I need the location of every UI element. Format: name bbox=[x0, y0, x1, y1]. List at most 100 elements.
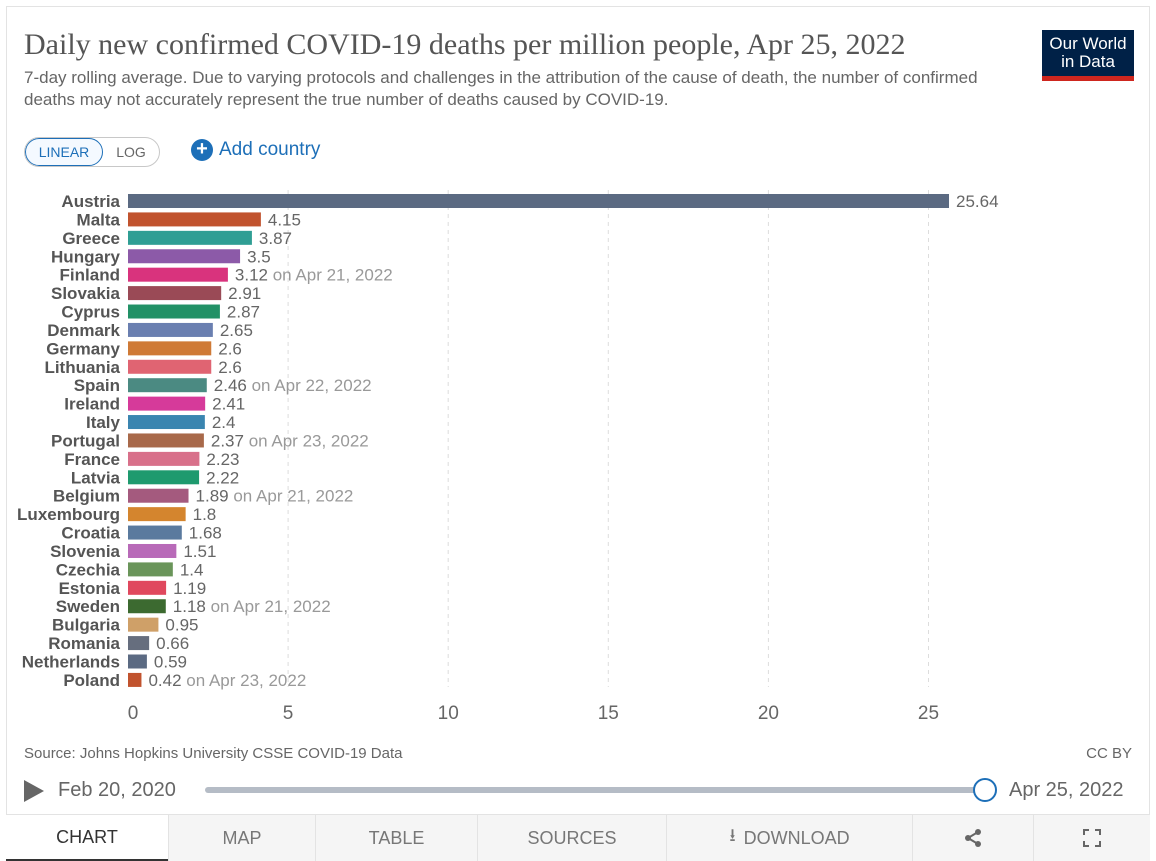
bar-row: Estonia 1.19 bbox=[59, 579, 207, 598]
value-label: 2.37 on Apr 23, 2022 bbox=[211, 431, 369, 450]
bar-row: Luxembourg 1.8 bbox=[17, 505, 216, 524]
bar bbox=[128, 378, 207, 393]
bar-row: Finland 3.12 on Apr 21, 2022 bbox=[60, 266, 393, 285]
x-tick-label: 15 bbox=[598, 703, 619, 724]
category-label: Netherlands bbox=[22, 653, 120, 672]
owid-logo[interactable]: Our World in Data bbox=[1042, 30, 1134, 81]
bar-row: Spain 2.46 on Apr 22, 2022 bbox=[74, 376, 372, 395]
tab-table[interactable]: TABLE bbox=[315, 815, 477, 861]
x-axis: 0 5 10 15 20 25 bbox=[128, 703, 939, 724]
bar bbox=[128, 415, 205, 430]
category-label: Denmark bbox=[47, 321, 120, 340]
value-label: 0.66 bbox=[156, 634, 189, 653]
value-label: 1.19 bbox=[173, 579, 206, 598]
bar-row: France 2.23 bbox=[64, 450, 239, 469]
category-label: Poland bbox=[63, 671, 120, 690]
date-note: on Apr 21, 2022 bbox=[206, 597, 331, 616]
bar-row: Italy 2.4 bbox=[86, 413, 236, 432]
download-icon: ⭳ bbox=[729, 825, 736, 845]
bar bbox=[128, 543, 177, 558]
bar bbox=[128, 636, 150, 651]
bar-row: Denmark 2.65 bbox=[47, 321, 253, 340]
timeline-end-label: Apr 25, 2022 bbox=[1009, 779, 1124, 801]
value-label: 2.23 bbox=[206, 450, 239, 469]
add-country-label: Add country bbox=[219, 139, 321, 160]
category-label: France bbox=[64, 450, 120, 469]
license-text[interactable]: CC BY bbox=[1086, 745, 1132, 762]
value-label: 4.15 bbox=[268, 210, 301, 229]
category-label: Luxembourg bbox=[17, 505, 120, 524]
linear-scale-button[interactable]: LINEAR bbox=[25, 138, 103, 166]
value-label: 1.68 bbox=[189, 524, 222, 543]
category-label: Sweden bbox=[56, 597, 120, 616]
chart-frame bbox=[6, 6, 1150, 861]
bar-row: Austria 25.64 bbox=[61, 192, 998, 211]
bar-row: Czechia 1.4 bbox=[56, 560, 204, 579]
bar-row: Bulgaria 0.95 bbox=[52, 616, 199, 635]
bar-row: Latvia 2.22 bbox=[71, 468, 239, 487]
tab-sources[interactable]: SOURCES bbox=[477, 815, 666, 861]
bar bbox=[128, 433, 204, 448]
category-label: Ireland bbox=[64, 395, 120, 414]
share-button[interactable] bbox=[912, 815, 1033, 861]
date-note: on Apr 22, 2022 bbox=[247, 376, 372, 395]
timeline: Feb 20, 2020 Apr 25, 2022 bbox=[24, 776, 1134, 806]
tab-chart[interactable]: CHART bbox=[6, 815, 168, 861]
bar-row: Malta 4.15 bbox=[77, 210, 301, 229]
bar bbox=[128, 470, 200, 485]
bar-row: Cyprus 2.87 bbox=[61, 303, 260, 322]
tab-download-label: DOWNLOAD bbox=[743, 827, 850, 848]
bar-row: Belgium 1.89 on Apr 21, 2022 bbox=[53, 487, 353, 506]
category-label: Spain bbox=[74, 376, 120, 395]
bar bbox=[128, 580, 167, 595]
bar-chart: Austria 25.64 Malta 4.15 Greece 3.87 Hungary 3.… bbox=[17, 190, 999, 724]
timeline-track[interactable] bbox=[205, 787, 985, 793]
source-text[interactable]: Source: Johns Hopkins University CSSE CO… bbox=[24, 745, 403, 762]
value-label: 2.91 bbox=[228, 284, 261, 303]
value-label: 1.8 bbox=[193, 505, 217, 524]
bar-row: Germany 2.6 bbox=[46, 339, 242, 358]
value-label: 3.12 on Apr 21, 2022 bbox=[235, 266, 393, 285]
category-label: Greece bbox=[62, 229, 120, 248]
bar-row: Lithuania 2.6 bbox=[44, 358, 241, 377]
x-tick-label: 25 bbox=[918, 703, 939, 724]
value-label: 2.22 bbox=[206, 468, 239, 487]
bar-row: Netherlands 0.59 bbox=[22, 653, 187, 672]
bar bbox=[128, 654, 147, 669]
tab-download[interactable]: ⭳ DOWNLOAD bbox=[666, 815, 912, 861]
value-label: 2.6 bbox=[218, 358, 242, 377]
add-country-button[interactable]: + Add country bbox=[191, 137, 320, 163]
value-label: 3.87 bbox=[259, 229, 292, 248]
x-tick-label: 5 bbox=[283, 703, 294, 724]
date-note: on Apr 21, 2022 bbox=[268, 266, 393, 285]
bar-row: Portugal 2.37 on Apr 23, 2022 bbox=[51, 431, 369, 450]
fullscreen-icon bbox=[1083, 829, 1101, 847]
bar-row: Slovenia 1.51 bbox=[50, 542, 216, 561]
bar-row: Hungary 3.5 bbox=[51, 247, 271, 266]
value-label: 0.59 bbox=[154, 653, 187, 672]
bar bbox=[128, 212, 261, 227]
bar-row: Poland 0.42 on Apr 23, 2022 bbox=[63, 671, 306, 690]
timeline-handle[interactable] bbox=[973, 778, 997, 802]
value-label: 2.87 bbox=[227, 303, 260, 322]
value-label: 1.4 bbox=[180, 560, 204, 579]
category-label: Hungary bbox=[51, 247, 121, 266]
chart-title: Daily new confirmed COVID-19 deaths per … bbox=[24, 28, 906, 61]
play-icon[interactable] bbox=[24, 780, 44, 802]
category-label: Finland bbox=[60, 266, 120, 285]
log-scale-button[interactable]: LOG bbox=[116, 144, 146, 160]
fullscreen-button[interactable] bbox=[1033, 815, 1150, 861]
value-label: 2.4 bbox=[212, 413, 236, 432]
bar bbox=[128, 249, 241, 264]
value-label: 0.42 on Apr 23, 2022 bbox=[148, 671, 306, 690]
category-label: Italy bbox=[86, 413, 121, 432]
value-label: 25.64 bbox=[956, 192, 999, 211]
bar bbox=[128, 230, 252, 245]
value-label: 0.95 bbox=[165, 616, 198, 635]
category-label: Estonia bbox=[59, 579, 121, 598]
tab-map[interactable]: MAP bbox=[168, 815, 315, 861]
bar bbox=[128, 322, 213, 337]
x-tick-label: 10 bbox=[438, 703, 459, 724]
bar bbox=[128, 304, 220, 319]
value-label: 1.51 bbox=[183, 542, 216, 561]
